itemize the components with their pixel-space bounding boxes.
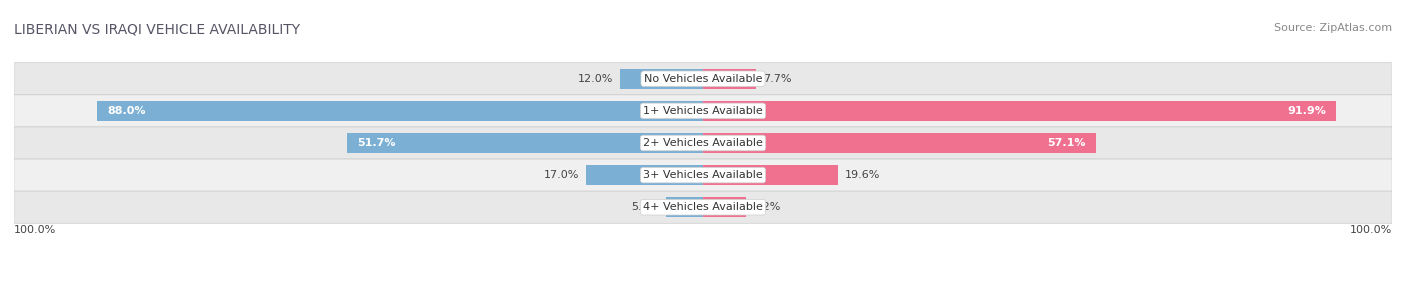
Text: 3+ Vehicles Available: 3+ Vehicles Available: [643, 170, 763, 180]
Bar: [703, 165, 838, 185]
Text: 5.3%: 5.3%: [631, 202, 659, 212]
FancyBboxPatch shape: [14, 191, 1392, 223]
Text: 57.1%: 57.1%: [1047, 138, 1085, 148]
Bar: [97, 101, 703, 121]
Bar: [347, 133, 703, 153]
Text: 12.0%: 12.0%: [578, 74, 613, 84]
Bar: [703, 101, 1336, 121]
FancyBboxPatch shape: [14, 127, 1392, 159]
FancyBboxPatch shape: [14, 95, 1392, 127]
Text: 100.0%: 100.0%: [14, 225, 56, 235]
Text: 51.7%: 51.7%: [357, 138, 395, 148]
Bar: [666, 197, 703, 217]
Text: 17.0%: 17.0%: [544, 170, 579, 180]
Bar: [703, 197, 745, 217]
Bar: [703, 133, 1097, 153]
Text: Source: ZipAtlas.com: Source: ZipAtlas.com: [1274, 23, 1392, 33]
Text: 91.9%: 91.9%: [1286, 106, 1326, 116]
Text: LIBERIAN VS IRAQI VEHICLE AVAILABILITY: LIBERIAN VS IRAQI VEHICLE AVAILABILITY: [14, 23, 301, 37]
Text: 7.7%: 7.7%: [763, 74, 792, 84]
Text: 100.0%: 100.0%: [1350, 225, 1392, 235]
Text: No Vehicles Available: No Vehicles Available: [644, 74, 762, 84]
Text: 6.2%: 6.2%: [752, 202, 780, 212]
FancyBboxPatch shape: [14, 63, 1392, 95]
Text: 1+ Vehicles Available: 1+ Vehicles Available: [643, 106, 763, 116]
Text: 4+ Vehicles Available: 4+ Vehicles Available: [643, 202, 763, 212]
FancyBboxPatch shape: [14, 159, 1392, 191]
Text: 2+ Vehicles Available: 2+ Vehicles Available: [643, 138, 763, 148]
Bar: [620, 69, 703, 89]
Text: 19.6%: 19.6%: [845, 170, 880, 180]
Text: 88.0%: 88.0%: [107, 106, 146, 116]
Bar: [586, 165, 703, 185]
Bar: [703, 69, 756, 89]
